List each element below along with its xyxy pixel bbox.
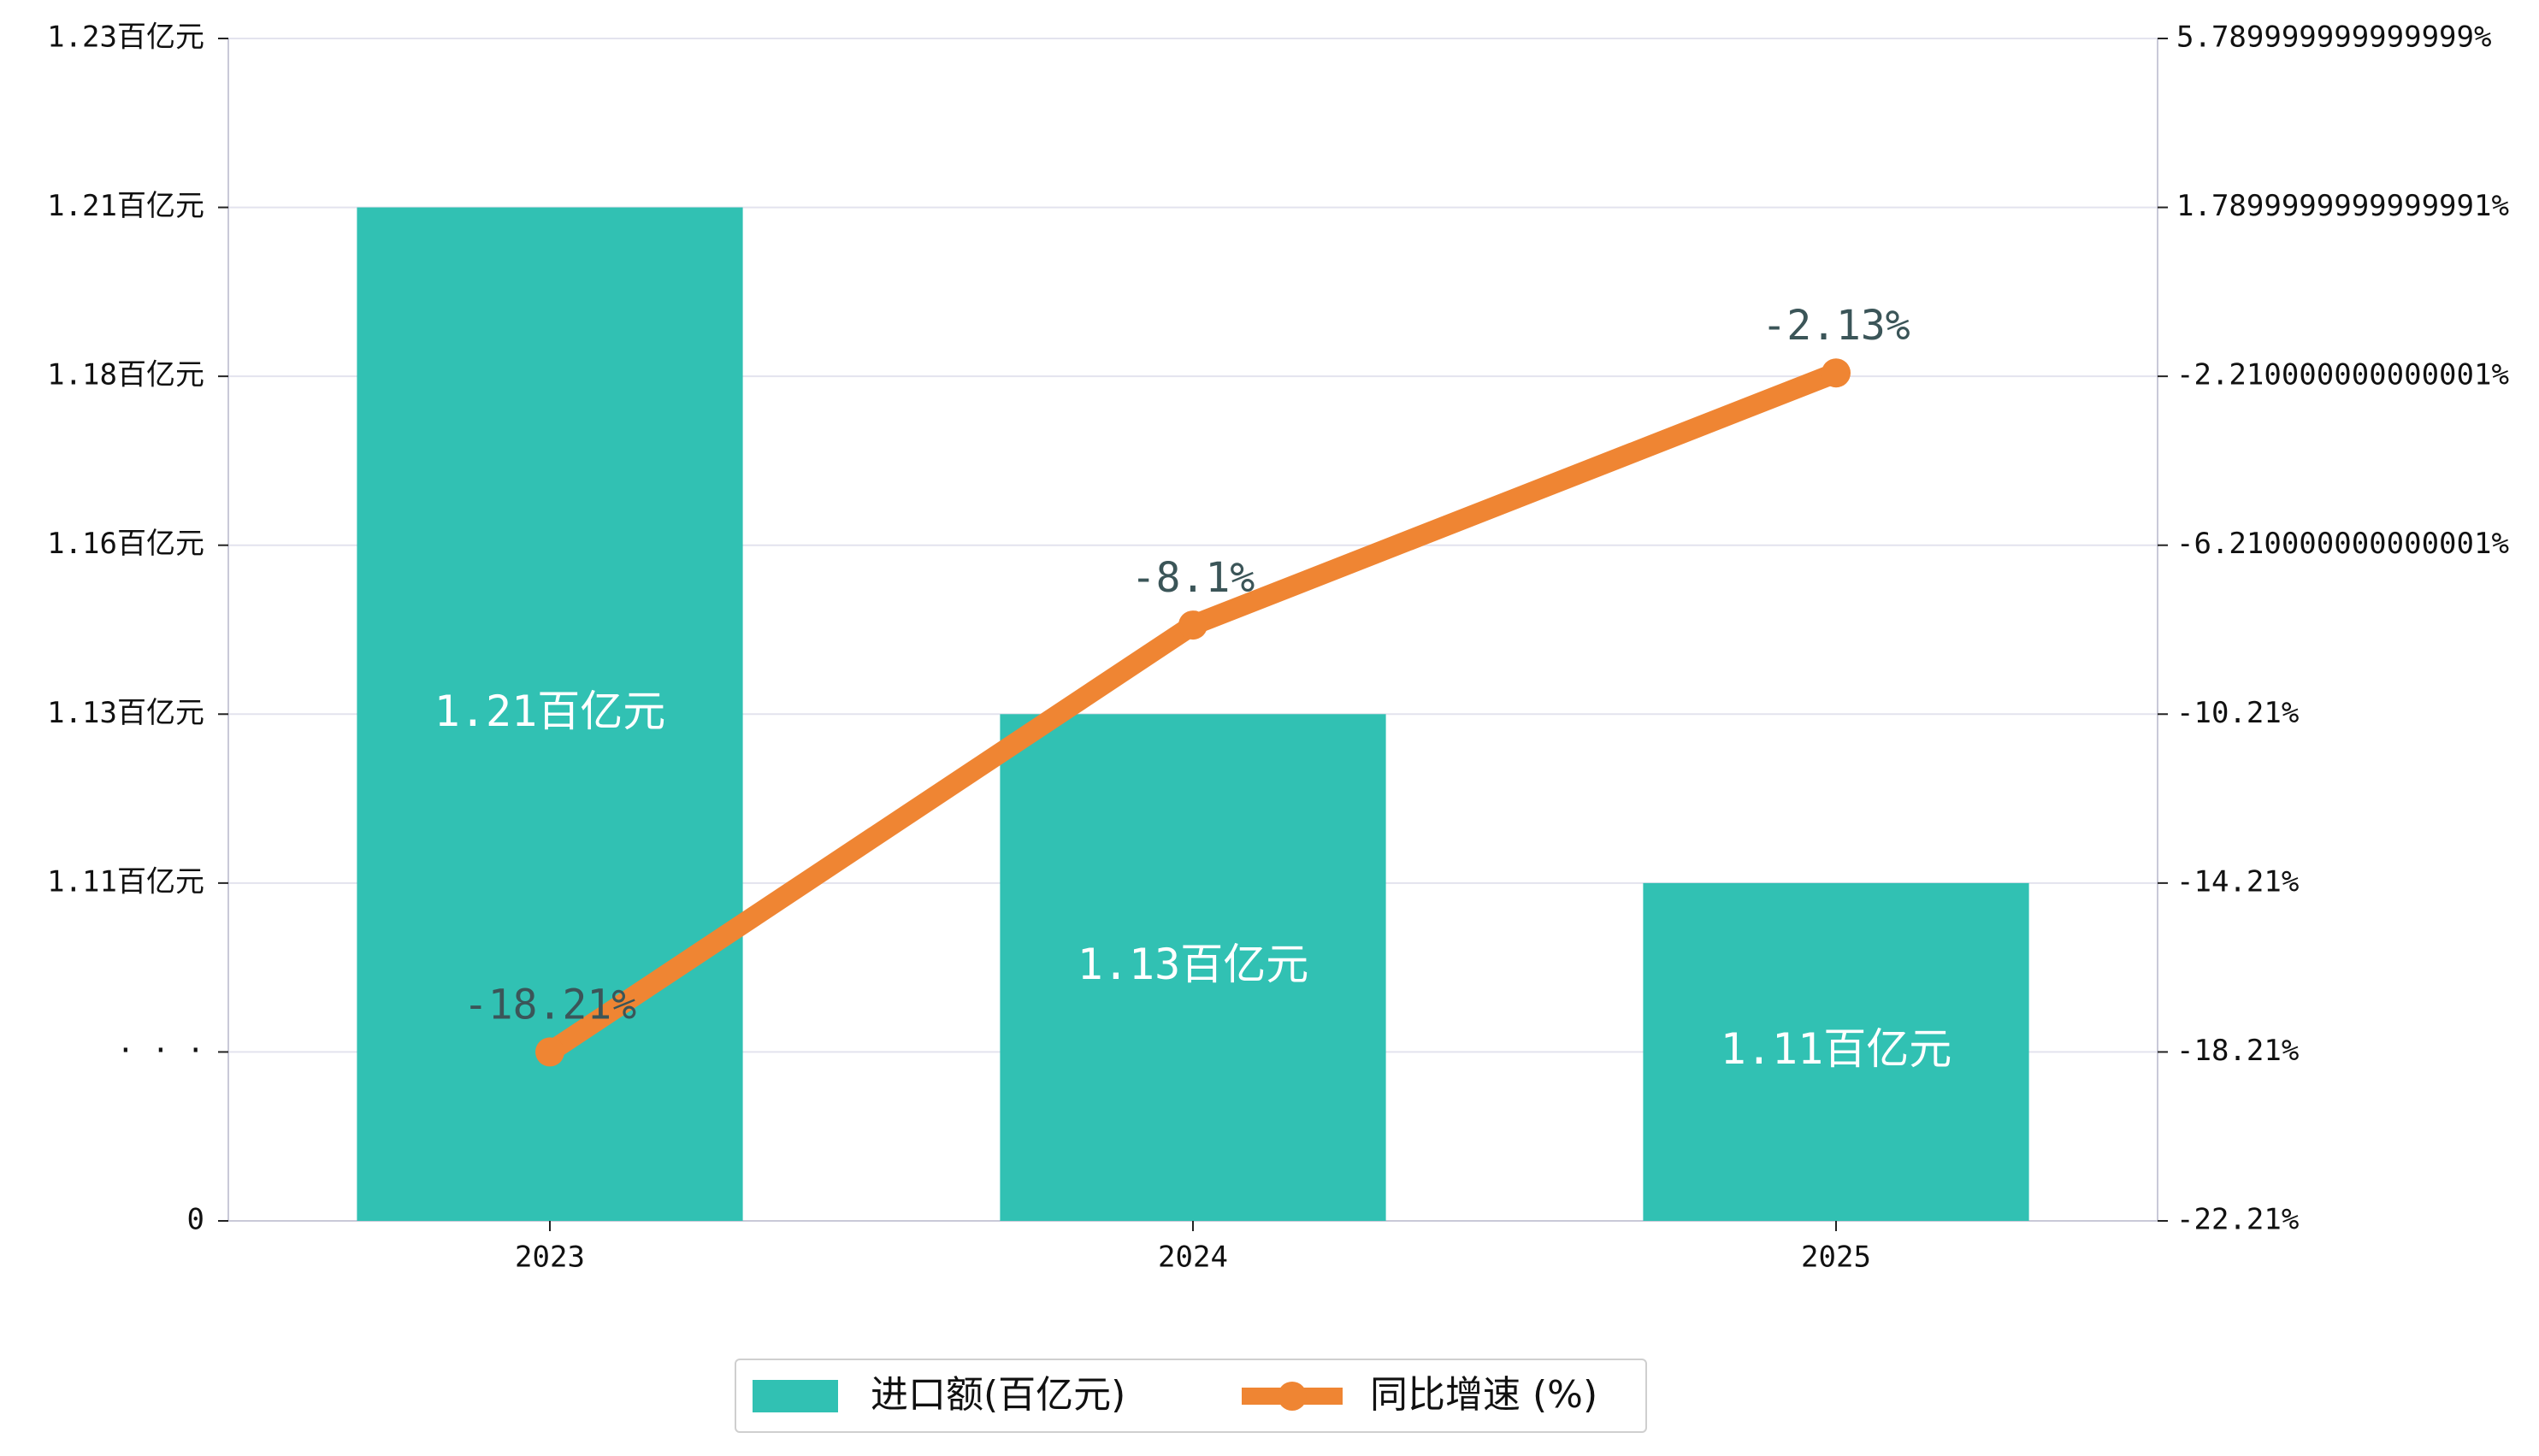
right-tick-label: 1.7899999999999991% (2176, 189, 2509, 223)
legend-bar-swatch (753, 1380, 838, 1412)
bar-value-label: 1.13百亿元 (1078, 940, 1308, 989)
right-tick-label: -22.21% (2176, 1203, 2299, 1237)
left-tick-label: 1.16百亿元 (47, 527, 204, 561)
left-tick-label: 1.11百亿元 (47, 864, 204, 899)
growth-point-label: -18.21% (464, 981, 636, 1029)
bar-value-label: 1.21百亿元 (434, 687, 665, 736)
legend-line-label: 同比增速 (%) (1370, 1373, 1597, 1417)
left-tick-label: · · · (117, 1034, 204, 1068)
growth-point (535, 1037, 564, 1067)
growth-point-label: -8.1% (1131, 554, 1255, 602)
legend-box (735, 1359, 1647, 1433)
right-tick-label: -10.21% (2176, 696, 2299, 730)
x-tick-label: 2025 (1801, 1241, 1871, 1275)
right-tick-label: -14.21% (2176, 864, 2299, 899)
right-tick-label: -2.210000000000001% (2176, 358, 2509, 392)
bar (1000, 714, 1386, 1221)
growth-point (1178, 610, 1208, 640)
right-tick-label: -6.210000000000001% (2176, 527, 2509, 561)
left-tick-label: 1.21百亿元 (47, 189, 204, 223)
left-tick-label: 1.23百亿元 (47, 21, 204, 55)
bar (1643, 882, 2029, 1221)
left-tick-label: 1.13百亿元 (47, 696, 204, 730)
x-tick-label: 2024 (1158, 1241, 1228, 1275)
right-tick-label: 5.789999999999999% (2176, 21, 2491, 55)
legend-line-marker (1278, 1382, 1307, 1411)
bar-value-label: 1.11百亿元 (1721, 1024, 1951, 1074)
left-tick-label: 1.18百亿元 (47, 358, 204, 392)
growth-point (1822, 358, 1851, 388)
right-tick-label: -18.21% (2176, 1034, 2299, 1068)
growth-point-label: -2.13% (1762, 302, 1910, 350)
left-tick-label: 0 (187, 1203, 204, 1237)
x-tick-label: 2023 (515, 1241, 585, 1275)
legend-bar-label: 进口额(百亿元) (871, 1373, 1125, 1417)
